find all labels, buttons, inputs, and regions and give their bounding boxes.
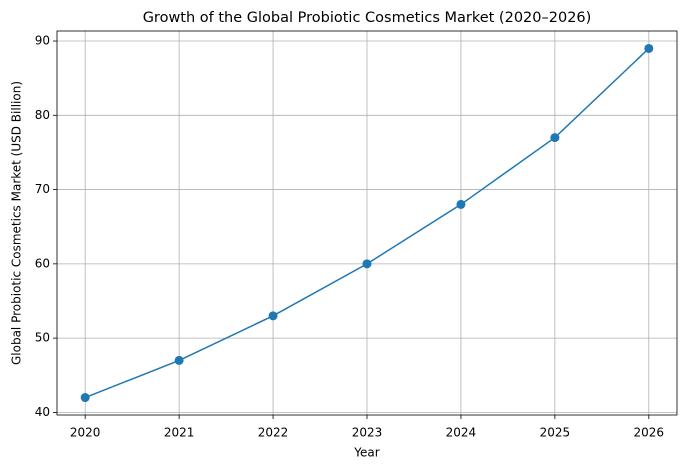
x-tick-label: 2021 — [164, 426, 195, 440]
x-tick-label: 2025 — [540, 426, 571, 440]
x-tick-label: 2022 — [258, 426, 289, 440]
chart-title: Growth of the Global Probiotic Cosmetics… — [143, 10, 592, 26]
y-tick-label: 50 — [35, 331, 50, 345]
y-tick-label: 90 — [35, 34, 50, 48]
plot-frame — [56, 30, 678, 416]
marker — [456, 199, 466, 209]
marker — [362, 259, 372, 269]
marker — [80, 393, 90, 403]
marker — [644, 43, 654, 53]
y-tick-label: 60 — [35, 256, 50, 270]
x-tick-label: 2020 — [70, 426, 101, 440]
y-tick-label: 80 — [35, 108, 50, 122]
x-tick-label: 2024 — [446, 426, 477, 440]
x-tick-label: 2026 — [634, 426, 665, 440]
x-tick-label: 2023 — [352, 426, 383, 440]
y-axis-label: Global Probiotic Cosmetics Market (USD B… — [10, 81, 24, 365]
x-axis-label: Year — [353, 446, 379, 460]
y-tick-label: 40 — [35, 405, 50, 419]
y-tick-label: 70 — [35, 182, 50, 196]
marker — [550, 133, 560, 143]
marker — [174, 355, 184, 365]
marker — [268, 311, 278, 321]
